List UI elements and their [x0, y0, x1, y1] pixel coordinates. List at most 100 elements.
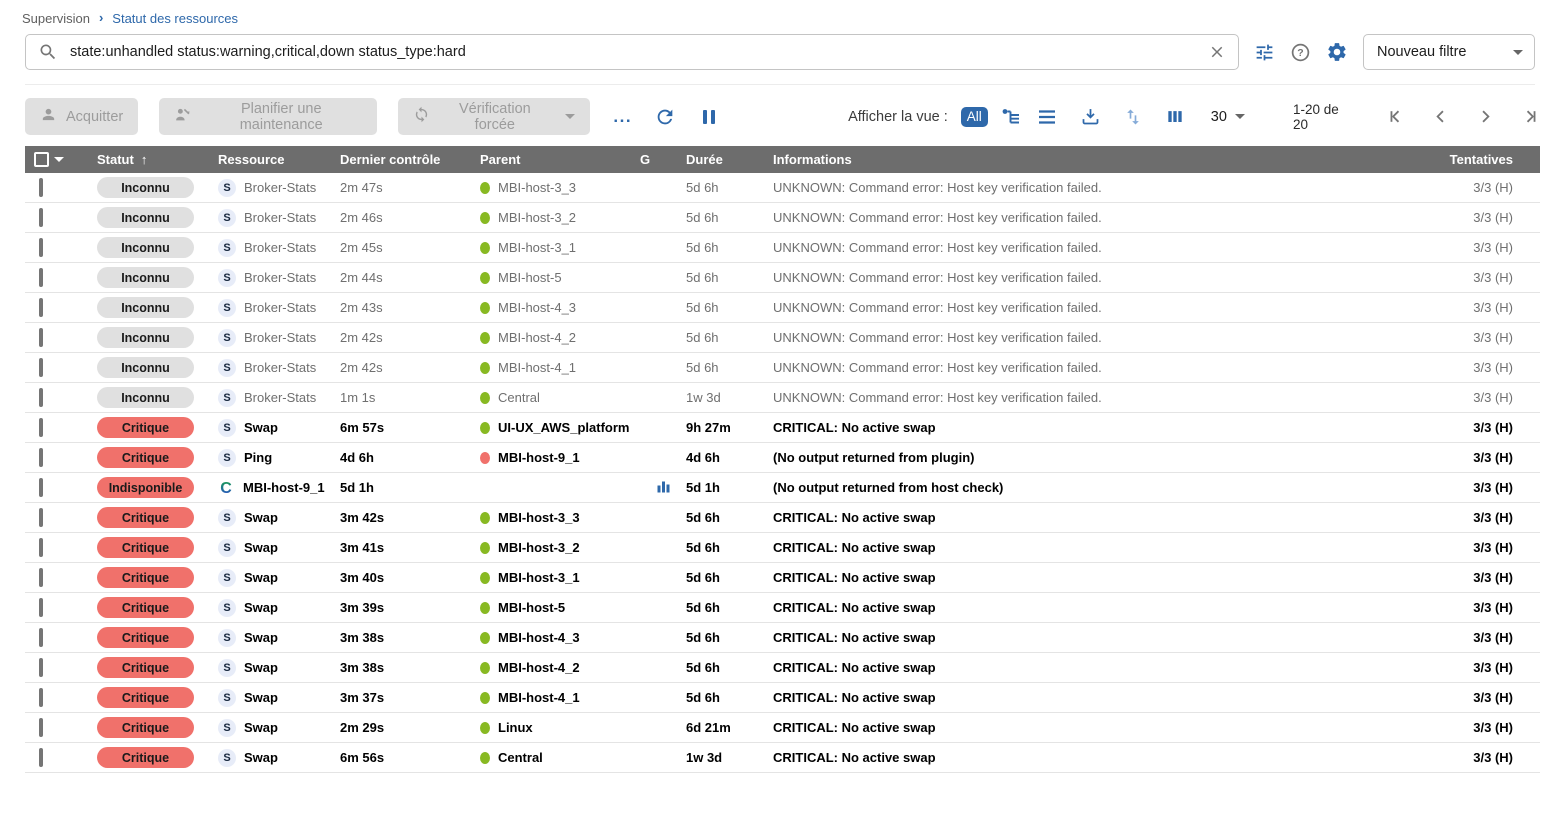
resource-cell[interactable]: S Ping [218, 448, 340, 467]
table-row[interactable]: Critique S Swap 3m 42s MBI-host-3_3 5d 6h CRIT… [25, 503, 1540, 533]
select-all-checkbox[interactable] [34, 152, 49, 167]
per-page-selector[interactable]: 30 [1211, 109, 1245, 125]
first-page-icon[interactable] [1387, 108, 1404, 125]
table-row[interactable]: Critique S Swap 3m 39s MBI-host-5 5d 6h CRITIC… [25, 593, 1540, 623]
row-checkbox[interactable] [39, 598, 43, 617]
tree-view-icon[interactable] [1001, 107, 1023, 127]
download-icon[interactable] [1080, 106, 1101, 127]
table-row[interactable]: Indisponible C MBI-host-9_1 5d 1h 5d 1h (No o… [25, 473, 1540, 503]
resource-cell[interactable]: S Broker-Stats [218, 208, 340, 227]
row-checkbox[interactable] [39, 478, 43, 497]
row-checkbox[interactable] [39, 448, 43, 467]
resource-cell[interactable]: S Swap [218, 598, 340, 617]
row-checkbox[interactable] [39, 208, 43, 227]
refresh-icon[interactable] [654, 106, 676, 128]
row-checkbox[interactable] [39, 718, 43, 737]
row-checkbox[interactable] [39, 298, 43, 317]
downtime-button[interactable]: Planifier une maintenance [159, 98, 378, 135]
table-row[interactable]: Inconnu S Broker-Stats 1m 1s Central 1w 3d UNK… [25, 383, 1540, 413]
breadcrumb-current[interactable]: Statut des ressources [112, 10, 239, 26]
row-checkbox[interactable] [39, 388, 43, 407]
table-row[interactable]: Inconnu S Broker-Stats 2m 42s MBI-host-4_2 5d… [25, 323, 1540, 353]
row-checkbox[interactable] [39, 538, 43, 557]
header-graph[interactable]: G [640, 152, 651, 167]
resource-cell[interactable]: S Swap [218, 718, 340, 737]
resource-cell[interactable]: S Broker-Stats [218, 298, 340, 317]
row-checkbox[interactable] [39, 628, 43, 647]
header-status[interactable]: Statut ↑ [97, 152, 148, 167]
swap-vert-icon[interactable] [1123, 107, 1143, 127]
row-checkbox[interactable] [39, 748, 43, 767]
row-checkbox[interactable] [39, 268, 43, 287]
table-row[interactable]: Critique S Swap 3m 40s MBI-host-3_1 5d 6h CRIT… [25, 563, 1540, 593]
clear-search-icon[interactable] [1208, 43, 1226, 61]
table-row[interactable]: Inconnu S Broker-Stats 2m 44s MBI-host-5 5d 6… [25, 263, 1540, 293]
table-row[interactable]: Critique S Swap 3m 41s MBI-host-3_2 5d 6h CRIT… [25, 533, 1540, 563]
resource-cell[interactable]: S Broker-Stats [218, 328, 340, 347]
settings-gear-icon[interactable] [1326, 41, 1348, 63]
columns-icon[interactable] [1165, 107, 1185, 127]
prev-page-icon[interactable] [1432, 108, 1449, 125]
search-box[interactable] [25, 34, 1239, 70]
header-last-check[interactable]: Dernier contrôle [340, 152, 441, 167]
breadcrumb-root[interactable]: Supervision [22, 10, 90, 26]
acknowledge-button[interactable]: Acquitter [25, 98, 139, 135]
resource-cell[interactable]: S Broker-Stats [218, 358, 340, 377]
tune-filters-icon[interactable] [1254, 42, 1275, 63]
row-checkbox[interactable] [39, 418, 43, 437]
resource-cell[interactable]: S Broker-Stats [218, 238, 340, 257]
row-checkbox[interactable] [39, 328, 43, 347]
header-duration[interactable]: Durée [686, 152, 723, 167]
resource-cell[interactable]: S Swap [218, 568, 340, 587]
header-information[interactable]: Informations [773, 152, 852, 167]
row-checkbox[interactable] [39, 238, 43, 257]
header-parent[interactable]: Parent [480, 152, 521, 167]
resource-cell[interactable]: S Broker-Stats [218, 268, 340, 287]
row-checkbox[interactable] [39, 658, 43, 677]
table-row[interactable]: Critique S Swap 2m 29s Linux 6d 21m CRITICAL: … [25, 713, 1540, 743]
table-row[interactable]: Inconnu S Broker-Stats 2m 43s MBI-host-4_3 5d… [25, 293, 1540, 323]
resource-cell[interactable]: S Swap [218, 658, 340, 677]
resource-cell[interactable]: S Swap [218, 508, 340, 527]
header-tries[interactable]: Tentatives [1449, 152, 1513, 167]
forced-check-button[interactable]: Vérification forcée [398, 98, 591, 135]
help-icon[interactable]: ? [1290, 42, 1311, 63]
graph-icon[interactable] [656, 479, 671, 497]
resource-cell[interactable]: S Swap [218, 628, 340, 647]
row-checkbox-cell [25, 568, 97, 587]
resource-cell[interactable]: S Broker-Stats [218, 178, 340, 197]
row-checkbox[interactable] [39, 508, 43, 527]
resource-cell[interactable]: S Swap [218, 418, 340, 437]
search-input[interactable] [70, 44, 1196, 60]
row-checkbox[interactable] [39, 568, 43, 587]
pause-icon[interactable] [700, 108, 718, 126]
table-row[interactable]: Critique S Swap 3m 38s MBI-host-4_2 5d 6h CRIT… [25, 653, 1540, 683]
view-all-button[interactable]: All [960, 106, 988, 127]
list-view-icon[interactable] [1036, 107, 1058, 127]
row-checkbox[interactable] [39, 358, 43, 377]
resource-cell[interactable]: S Swap [218, 538, 340, 557]
table-row[interactable]: Critique S Swap 6m 57s UI-UX_AWS_platform 9h … [25, 413, 1540, 443]
row-checkbox[interactable] [39, 178, 43, 197]
resource-cell[interactable]: S Broker-Stats [218, 388, 340, 407]
table-row[interactable]: Critique S Swap 3m 37s MBI-host-4_1 5d 6h CRIT… [25, 683, 1540, 713]
more-actions-button[interactable]: ... [613, 106, 633, 126]
resource-name: Ping [244, 450, 273, 465]
resource-cell[interactable]: C MBI-host-9_1 [218, 479, 340, 496]
table-row[interactable]: Critique S Ping 4d 6h MBI-host-9_1 4d 6h (No o… [25, 443, 1540, 473]
resource-cell[interactable]: S Swap [218, 748, 340, 767]
table-row[interactable]: Inconnu S Broker-Stats 2m 46s MBI-host-3_2 5d… [25, 203, 1540, 233]
header-resource[interactable]: Ressource [218, 152, 285, 167]
last-page-icon[interactable] [1522, 108, 1539, 125]
table-row[interactable]: Critique S Swap 6m 56s Central 1w 3d CRITICAL:… [25, 743, 1540, 773]
resource-cell[interactable]: S Swap [218, 688, 340, 707]
table-row[interactable]: Inconnu S Broker-Stats 2m 45s MBI-host-3_1 5d… [25, 233, 1540, 263]
table-row[interactable]: Inconnu S Broker-Stats 2m 42s MBI-host-4_1 5d… [25, 353, 1540, 383]
table-row[interactable]: Inconnu S Broker-Stats 2m 47s MBI-host-3_3 5d… [25, 173, 1540, 203]
table-row[interactable]: Critique S Swap 3m 38s MBI-host-4_3 5d 6h CRIT… [25, 623, 1540, 653]
filter-selector[interactable]: Nouveau filtre [1363, 34, 1535, 70]
row-checkbox[interactable] [39, 688, 43, 707]
next-page-icon[interactable] [1477, 108, 1494, 125]
service-icon: S [218, 568, 236, 587]
select-menu-caret-icon[interactable] [54, 157, 64, 162]
